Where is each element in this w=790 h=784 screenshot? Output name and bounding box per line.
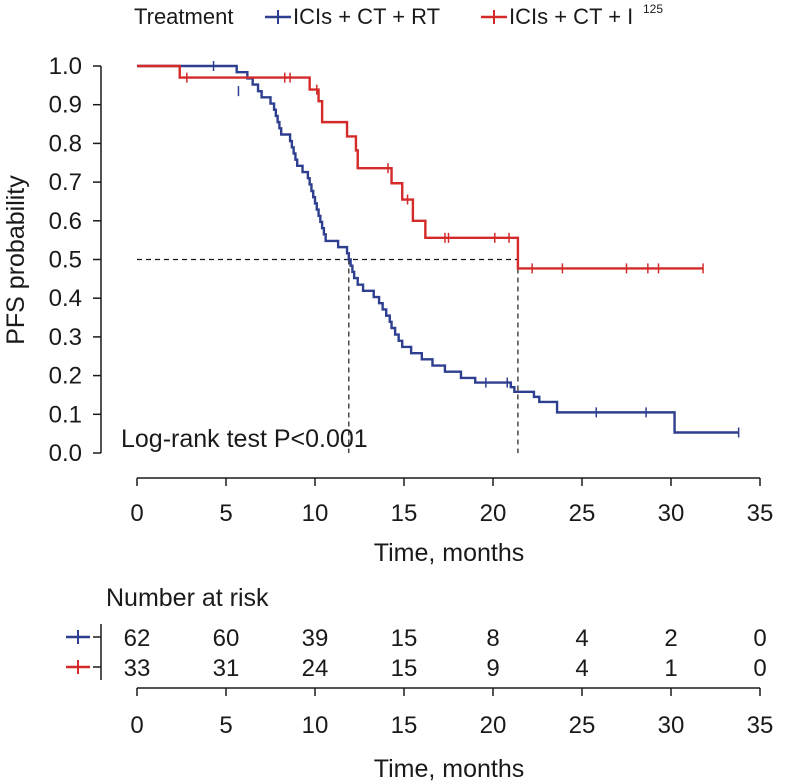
risk-value-i125: 9 [486,655,499,682]
risk-x-tick-label: 20 [480,712,507,739]
y-axis-title: PFS probability [2,175,30,345]
risk-value-i125: 0 [753,655,766,682]
legend-entry-i125-superscript: 125 [643,2,663,16]
risk-x-tick-label: 5 [219,712,232,739]
risk-value-rt: 2 [664,625,677,652]
risk-value-rt: 0 [753,625,766,652]
legend-entry-rt: ICIs + CT + RT [293,4,440,29]
risk-x-tick-label: 15 [391,712,418,739]
legend-entry-i125: ICIs + CT + I [509,4,633,29]
risk-value-rt: 4 [575,625,588,652]
risk-x-tick-label: 30 [658,712,685,739]
y-tick-label: 1.0 [49,53,82,80]
risk-value-rt: 62 [124,625,151,652]
y-tick-label: 0.0 [49,440,82,467]
y-tick-label: 0.5 [49,247,82,274]
risk-value-i125: 1 [664,655,677,682]
risk-x-tick-label: 35 [747,712,774,739]
risk-value-rt: 15 [391,625,418,652]
km-curve-i125 [137,64,704,270]
km-curve-rt [137,64,739,434]
legend-title: Treatment [134,4,233,29]
y-tick-label: 0.3 [49,324,82,351]
y-tick-label: 0.6 [49,208,82,235]
risk-value-rt: 60 [213,625,240,652]
risk-x-tick-label: 25 [569,712,596,739]
risk-value-i125: 31 [213,655,240,682]
log-rank-annotation: Log-rank test P<0.001 [121,425,368,453]
risk-value-i125: 33 [124,655,151,682]
risk-value-rt: 39 [302,625,329,652]
y-tick-label: 0.2 [49,363,82,390]
risk-value-i125: 15 [391,655,418,682]
risk-table-title: Number at risk [106,584,269,612]
y-tick-label: 0.9 [49,92,82,119]
risk-value-i125: 4 [575,655,588,682]
x-tick-label: 30 [658,500,685,527]
x-tick-label: 10 [302,500,329,527]
y-tick-label: 0.1 [49,401,82,428]
y-tick-label: 0.8 [49,130,82,157]
risk-value-i125: 24 [302,655,329,682]
y-tick-label: 0.4 [49,285,82,312]
y-tick-label: 0.7 [49,169,82,196]
x-tick-label: 20 [480,500,507,527]
x-tick-label: 5 [219,500,232,527]
x-axis-title: Time, months [374,539,525,567]
x-tick-label: 0 [130,500,143,527]
x-tick-label: 15 [391,500,418,527]
risk-x-axis-title: Time, months [374,755,525,783]
risk-x-tick-label: 0 [130,712,143,739]
risk-x-tick-label: 10 [302,712,329,739]
x-tick-label: 25 [569,500,596,527]
risk-value-rt: 8 [486,625,499,652]
x-tick-label: 35 [747,500,774,527]
